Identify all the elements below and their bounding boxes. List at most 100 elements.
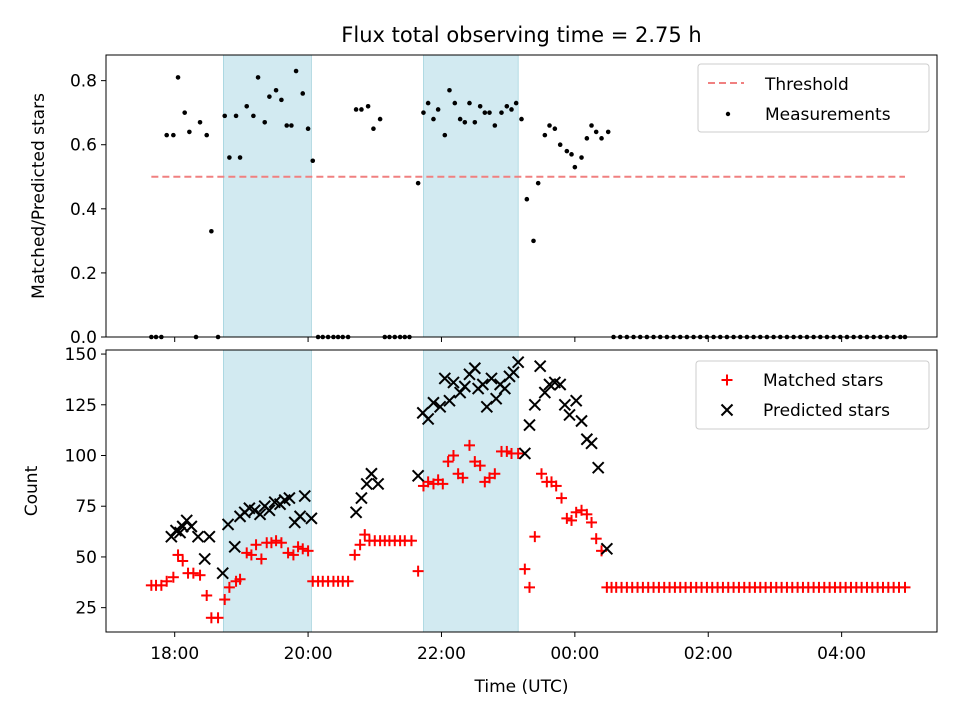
measurement-point	[233, 113, 239, 119]
top-legend: Threshold Measurements	[697, 63, 930, 133]
measurement-point	[365, 103, 371, 109]
x-stroke-b	[523, 418, 536, 432]
matched-star-point	[234, 573, 246, 585]
x-stroke-b	[191, 530, 205, 543]
predicted-star-point	[198, 552, 211, 566]
x-stroke-b	[365, 467, 378, 480]
measurement-point	[431, 116, 436, 122]
x-stroke-b	[173, 526, 187, 539]
measurement-point	[279, 97, 284, 103]
predicted-star-point	[365, 467, 378, 480]
predicted-star-point	[458, 380, 472, 393]
measurement-point	[457, 116, 463, 122]
measurement-point	[584, 136, 590, 141]
measurement-point	[293, 68, 299, 74]
legend-threshold-label: Threshold	[764, 75, 849, 95]
top-x-ticks	[174, 337, 843, 342]
matched-star-point	[255, 553, 267, 565]
x-stroke-b	[485, 372, 498, 385]
x-stroke-b	[433, 400, 447, 414]
x-stroke-b	[216, 566, 229, 580]
y-tick-label: 25	[75, 599, 97, 619]
predicted-star-point	[263, 504, 276, 517]
legend-predicted-label: Predicted stars	[763, 401, 890, 421]
matched-star-point	[586, 516, 598, 528]
measurement-point	[310, 158, 316, 164]
x-stroke-b	[180, 514, 193, 527]
x-stroke-b	[169, 524, 183, 537]
matched-star-point	[354, 539, 366, 551]
matched-star-point	[519, 563, 531, 575]
matched-star-point	[556, 492, 568, 504]
matched-star-point	[457, 472, 469, 484]
predicted-star-point	[203, 530, 216, 543]
bottom-shaded-intervals	[223, 349, 519, 633]
y-tick-label: 0.2	[70, 264, 97, 284]
predicted-star-point	[600, 542, 614, 556]
x-stroke-b	[528, 398, 542, 411]
measurement-point	[467, 100, 472, 106]
predicted-star-point	[585, 437, 598, 450]
measurement-point	[472, 119, 478, 125]
predicted-star-point	[511, 355, 525, 369]
x-stroke-b	[548, 376, 562, 389]
legend-plus-marker	[721, 374, 733, 386]
shaded-interval-1	[223, 349, 312, 633]
predicted-star-point	[447, 376, 460, 389]
y-tick-label: 100	[65, 446, 97, 466]
predicted-star-point	[453, 386, 467, 399]
matched-star-point	[167, 571, 179, 583]
matched-star-point	[177, 555, 189, 567]
predicted-star-point	[591, 461, 605, 474]
x-tick-label: 18:00	[150, 644, 199, 664]
y-tick-label: 50	[75, 548, 97, 568]
measurement-point	[425, 100, 431, 106]
legend-measurements-label: Measurements	[765, 105, 891, 125]
measurement-point	[504, 103, 510, 109]
matched-star-point	[275, 537, 287, 549]
matched-star-point	[437, 478, 449, 490]
x-stroke-b	[563, 408, 576, 422]
x-stroke-b	[293, 510, 307, 523]
legend-matched-label: Matched stars	[763, 371, 883, 391]
x-stroke-b	[298, 489, 311, 503]
measurement-point	[300, 91, 306, 96]
predicted-star-point	[533, 360, 547, 373]
measurement-point	[593, 129, 599, 135]
predicted-star-point	[173, 526, 187, 539]
x-tick-label: 00:00	[550, 644, 599, 664]
predicted-star-point	[411, 469, 425, 482]
y-tick-label: 0.4	[70, 200, 97, 220]
matched-star-point	[536, 468, 548, 480]
count-panel: 25 50 75 100 125 150 18:00 20:00 22:00 00:00 02:0…	[22, 345, 938, 697]
y-tick-label: 0.8	[70, 72, 97, 92]
measurement-point	[371, 126, 376, 132]
measurement-point	[305, 126, 311, 132]
legend-predicted-swatch	[720, 403, 734, 417]
top-y-axis-label: Matched/Predicted stars	[29, 93, 49, 299]
matched-star-point	[250, 539, 262, 551]
top-y-axis: 0.0 0.2 0.4 0.6 0.8	[70, 72, 106, 348]
measurement-point	[415, 180, 421, 186]
predicted-star-point	[228, 540, 241, 553]
matched-star-point	[501, 445, 513, 457]
predicted-star-point	[563, 408, 576, 422]
x-stroke-b	[585, 437, 598, 450]
matched-star-point	[161, 575, 173, 587]
measurement-point	[284, 123, 290, 128]
x-stroke-b	[553, 378, 567, 391]
y-tick-label: 125	[65, 396, 97, 416]
x-stroke-b	[421, 412, 435, 426]
x-stroke-b	[476, 378, 490, 391]
matched-star-point	[359, 529, 371, 541]
x-stroke-b	[438, 372, 452, 385]
x-stroke-b	[416, 406, 430, 420]
x-stroke-b	[253, 508, 267, 521]
x-stroke-b	[518, 447, 532, 460]
matched-star-point	[292, 541, 304, 553]
y-tick-label: 0.0	[70, 328, 97, 348]
bottom-x-axis: 18:00 20:00 22:00 00:00 02:00 04:00	[150, 632, 866, 664]
measurement-point	[542, 132, 548, 138]
matched-star-point	[297, 543, 309, 555]
